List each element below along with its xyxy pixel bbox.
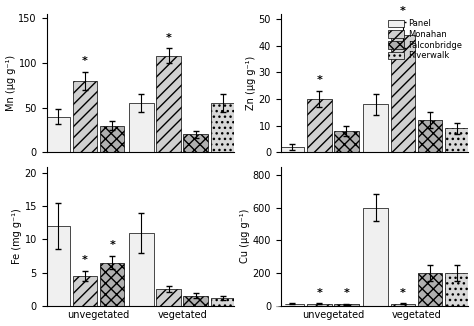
Legend: Panel, Monahan, Falconbridge, Riverwalk: Panel, Monahan, Falconbridge, Riverwalk <box>386 18 464 62</box>
Text: *: * <box>109 241 115 250</box>
Bar <box>100 263 125 305</box>
Bar <box>73 81 97 152</box>
Y-axis label: Mn (μg g⁻¹): Mn (μg g⁻¹) <box>6 55 16 111</box>
Y-axis label: Cu (μg g⁻¹): Cu (μg g⁻¹) <box>240 209 250 263</box>
Text: *: * <box>344 289 349 298</box>
Bar <box>280 304 304 305</box>
Bar <box>418 273 442 305</box>
Bar <box>156 56 181 152</box>
Bar <box>334 304 359 305</box>
Bar <box>364 208 388 305</box>
Bar <box>391 35 415 152</box>
Text: *: * <box>82 56 88 66</box>
Text: *: * <box>400 6 406 16</box>
Bar <box>391 304 415 305</box>
Bar <box>418 120 442 152</box>
Text: *: * <box>165 33 172 43</box>
Text: *: * <box>317 288 322 298</box>
Bar <box>129 103 154 152</box>
Bar <box>183 135 208 152</box>
Text: *: * <box>82 255 88 265</box>
Y-axis label: Zn (μg g⁻¹): Zn (μg g⁻¹) <box>246 56 256 110</box>
Y-axis label: Fe (mg g⁻¹): Fe (mg g⁻¹) <box>12 208 22 264</box>
Bar <box>46 117 70 152</box>
Bar <box>210 103 235 152</box>
Bar <box>156 289 181 305</box>
Bar <box>73 276 97 305</box>
Text: 20: 20 <box>0 325 1 326</box>
Text: *: * <box>317 75 322 85</box>
Bar <box>445 128 469 152</box>
Bar <box>445 273 469 305</box>
Bar <box>46 226 70 305</box>
Text: *: * <box>400 288 406 298</box>
Bar <box>210 298 235 305</box>
Bar <box>307 304 331 305</box>
Bar <box>280 147 304 152</box>
Bar <box>183 296 208 305</box>
Bar <box>100 126 125 152</box>
Bar <box>334 131 359 152</box>
Bar <box>307 99 331 152</box>
Bar <box>129 233 154 305</box>
Bar <box>364 104 388 152</box>
